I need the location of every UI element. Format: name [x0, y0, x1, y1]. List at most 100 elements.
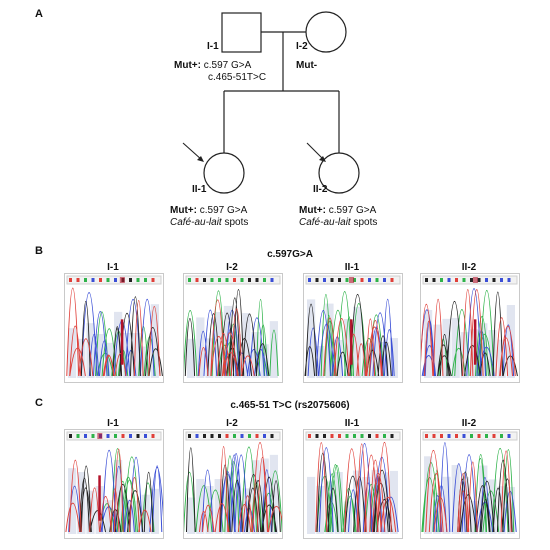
base-call [106, 434, 110, 438]
base-call [233, 278, 236, 282]
phenotype-II1: Café-au-lait spots [170, 217, 248, 229]
variant1-I1: c.597 G>A [203, 60, 252, 71]
proband-arrow-II1 [182, 142, 203, 161]
trace-b-label-0: I-1 [107, 262, 119, 273]
base-call [218, 278, 221, 282]
female-symbol-II2 [318, 152, 360, 194]
quality-block [343, 501, 352, 534]
base-call [470, 278, 473, 282]
base-call [210, 434, 214, 438]
panel-label-c: C [35, 397, 43, 409]
base-call [195, 434, 199, 438]
base-call [470, 434, 473, 438]
quality-block [141, 494, 150, 534]
base-call [432, 278, 436, 282]
base-call [368, 434, 371, 438]
chromatogram-svg [184, 431, 282, 534]
quality-block [460, 476, 469, 534]
quality-block [86, 323, 95, 378]
quality-block [223, 475, 232, 534]
trace-c-label-1: I-2 [226, 418, 238, 429]
base-call [106, 278, 110, 282]
base-call [440, 434, 443, 438]
peak-trace [320, 291, 385, 377]
base-call [462, 434, 466, 438]
quality-block [380, 341, 389, 378]
phenotype-rest-II2: spots [350, 217, 378, 228]
chromatogram-svg [304, 275, 401, 378]
trace-b-label-3: II-2 [461, 262, 477, 273]
peak-trace [199, 441, 282, 533]
base-call [353, 434, 356, 438]
base-call [308, 434, 311, 438]
base-call [240, 278, 244, 282]
base-call [210, 278, 214, 282]
base-call [195, 278, 199, 282]
base-call [353, 278, 356, 282]
base-call [129, 278, 132, 282]
base-call [225, 434, 229, 438]
base-call [323, 434, 326, 438]
quality-block [334, 472, 343, 534]
peak-trace [425, 450, 512, 533]
id-I2: I-2 [296, 41, 308, 52]
quality-block [150, 304, 159, 378]
proband-arrow-II2 [306, 142, 325, 161]
base-call [492, 278, 496, 282]
base-call [485, 434, 488, 438]
base-call [338, 278, 341, 282]
quality-block [205, 338, 214, 378]
base-call [188, 434, 191, 438]
chromatogram-c-0 [64, 429, 164, 539]
quality-block [95, 333, 104, 378]
base-call [368, 278, 371, 282]
base-call [477, 278, 481, 282]
quality-block [260, 458, 269, 534]
quality-block [353, 306, 362, 378]
quality-block [123, 332, 132, 378]
base-call [330, 278, 334, 282]
base-call [345, 434, 349, 438]
base-call [151, 278, 155, 282]
base-call [425, 434, 428, 438]
chromatogram-b-3 [420, 273, 520, 383]
variant2-I1: c.465-51T>C [208, 72, 267, 83]
variant-base-highlight [97, 433, 103, 439]
base-call [323, 278, 326, 282]
panel-label-b: B [35, 245, 43, 257]
quality-block [132, 332, 141, 378]
quality-block [460, 332, 469, 378]
base-call [375, 278, 379, 282]
peak-trace [99, 448, 155, 533]
peak-trace [80, 296, 163, 377]
base-call [91, 434, 95, 438]
trace-c-label-0: I-1 [107, 418, 119, 429]
pedigree-lines [182, 11, 360, 194]
quality-block [479, 323, 488, 378]
panel-b-title: c.597G>A [267, 249, 313, 260]
quality-block [114, 459, 123, 534]
quality-block [343, 319, 352, 378]
base-call [136, 278, 140, 282]
base-call [270, 434, 274, 438]
base-call [144, 278, 147, 282]
quality-block [68, 328, 77, 378]
quality-block [451, 465, 460, 534]
base-call [263, 278, 266, 282]
peak-trace [184, 290, 279, 377]
trace-b-label-1: I-2 [226, 262, 238, 273]
base-call [383, 278, 386, 282]
base-call [447, 434, 451, 438]
base-call [114, 278, 117, 282]
base-call [455, 434, 458, 438]
quality-block [187, 497, 196, 534]
base-call [447, 278, 451, 282]
base-call [129, 434, 132, 438]
base-call [240, 434, 244, 438]
variant-II2: c.597 G>A [328, 205, 377, 216]
base-call [76, 278, 80, 282]
base-call [492, 434, 496, 438]
trace-c-label-3: II-2 [461, 418, 477, 429]
chromatogram-c-1 [183, 429, 283, 539]
female-symbol-I2 [305, 11, 347, 53]
